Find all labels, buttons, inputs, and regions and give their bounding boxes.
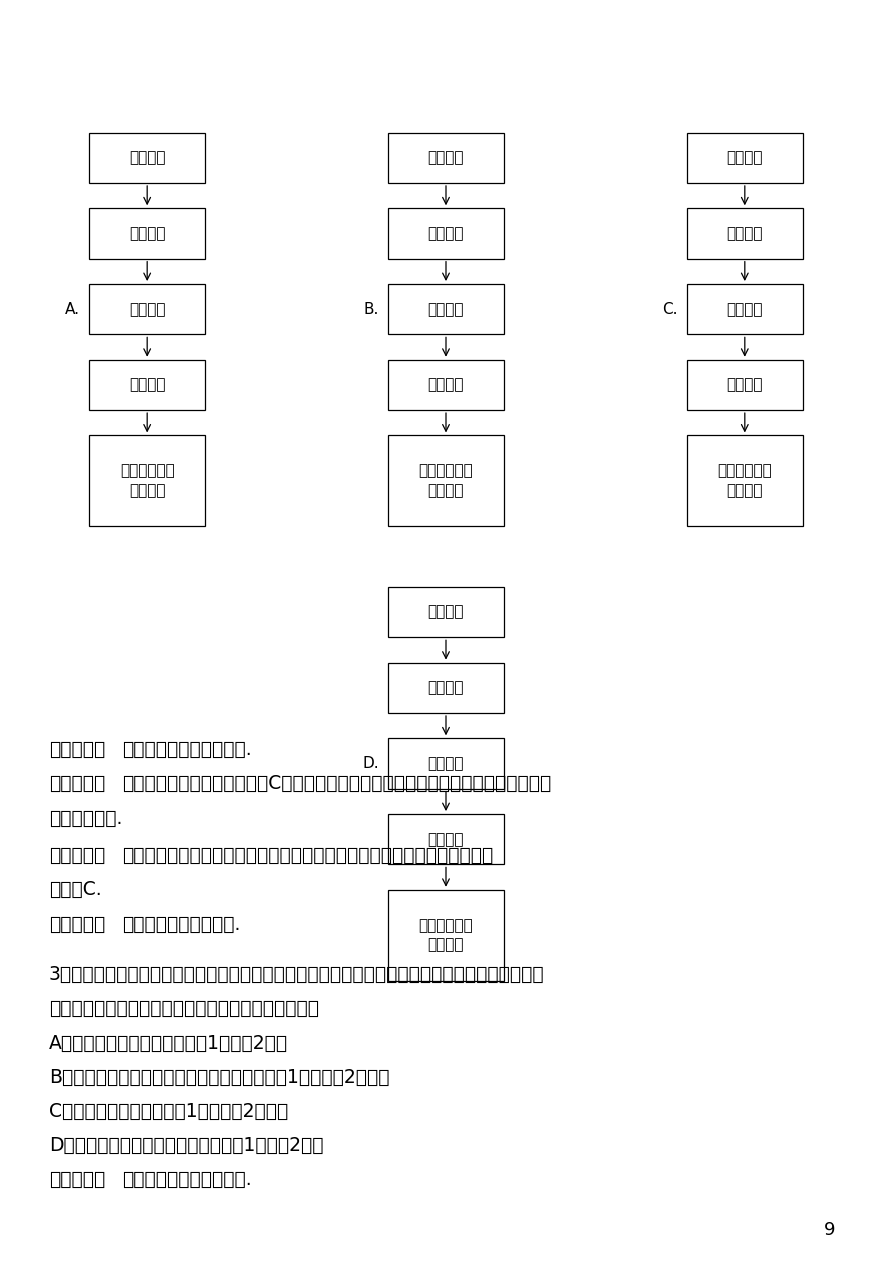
Text: 「解答」解: 「解答」解 [49,846,105,864]
Text: 据统计调查的步骤即可设计成C的方案．数据处理应该是属于整理数据，数据表示应该: 据统计调查的步骤即可设计成C的方案．数据处理应该是属于整理数据，数据表示应该 [121,774,551,793]
Text: 「考点」调: 「考点」调 [49,740,105,758]
Text: A.: A. [65,302,80,317]
Text: 数据收集: 数据收集 [428,756,464,771]
Bar [388,890,504,981]
Bar [388,738,504,789]
Text: 实际问题: 实际问题 [727,150,763,165]
Bar [388,284,504,334]
Text: 解决实际问题
作出决策: 解决实际问题 作出决策 [120,463,175,498]
Text: 数据表示: 数据表示 [727,377,763,392]
Text: 设计了下面几个问题，你认为哪个提问不合理（　　）: 设计了下面几个问题，你认为哪个提问不合理（ ） [49,1000,319,1018]
Text: 属于描述数据.: 属于描述数据. [49,809,122,828]
Text: 数据处理: 数据处理 [727,302,763,317]
Text: 数据表示: 数据表示 [428,832,464,847]
Bar [388,587,504,637]
Bar [687,284,803,334]
Text: 数据收集: 数据收集 [727,226,763,241]
Bar [388,663,504,713]
Text: 「点评」掌: 「点评」掌 [49,915,105,934]
Bar [388,360,504,410]
Bar [687,435,803,526]
Text: 故选：C.: 故选：C. [49,880,102,899]
Text: B．如果你明年购买电脑，打算买什么类型的（1）台式（2）手提: B．如果你明年购买电脑，打算买什么类型的（1）台式（2）手提 [49,1068,390,1087]
Bar [388,208,504,259]
Text: D.: D. [362,756,379,771]
Text: 数据处理: 数据处理 [428,377,464,392]
Text: 实际问题: 实际问题 [129,150,165,165]
Text: ：统计调查一般分为以下几步：收集数据、整理数据、描述数据、分析数据: ：统计调查一般分为以下几步：收集数据、整理数据、描述数据、分析数据 [121,846,493,864]
Text: 「分析」根: 「分析」根 [49,774,105,793]
Text: 查收集数据的过程与方法.: 查收集数据的过程与方法. [121,740,252,758]
Text: 「考点」调: 「考点」调 [49,1170,105,1189]
Text: 数据表示: 数据表示 [428,226,464,241]
Text: 解决实际问题
作出决策: 解决实际问题 作出决策 [418,463,474,498]
Bar [388,133,504,183]
Text: 查收集数据的过程与方法.: 查收集数据的过程与方法. [121,1170,252,1189]
Bar [89,360,205,410]
Bar [89,208,205,259]
Text: 数据收集: 数据收集 [129,226,165,241]
Text: C.: C. [663,302,678,317]
Text: 解决实际问题
作出决策: 解决实际问题 作出决策 [418,917,474,953]
Text: 9: 9 [824,1222,835,1239]
Text: 解决实际问题
作出决策: 解决实际问题 作出决策 [717,463,772,498]
Text: 握统计调查的一般步骤.: 握统计调查的一般步骤. [121,915,240,934]
Bar [89,435,205,526]
Text: D．你认为台式电脑是否应该被淘汰（1）是（2）否: D．你认为台式电脑是否应该被淘汰（1）是（2）否 [49,1136,324,1155]
Text: 实际问题: 实际问题 [428,150,464,165]
Text: 数据收集: 数据收集 [428,302,464,317]
Bar [89,284,205,334]
Bar [687,360,803,410]
Text: B.: B. [364,302,379,317]
Text: 数据处理: 数据处理 [428,680,464,695]
Bar [687,133,803,183]
Text: 数据表示: 数据表示 [129,302,165,317]
Bar [89,133,205,183]
Bar [388,435,504,526]
Text: A．你明年是否准备购买电脑（1）是（2）否: A．你明年是否准备购买电脑（1）是（2）否 [49,1034,288,1053]
Text: C．你喜欢哪一类型电脑（1）台式（2）手提: C．你喜欢哪一类型电脑（1）台式（2）手提 [49,1102,288,1121]
Text: 3．某电脑厂家为了安排台式电脑和手提电脑的生产比例，而进行一次市场调查，调查员在调查表中: 3．某电脑厂家为了安排台式电脑和手提电脑的生产比例，而进行一次市场调查，调查员在… [49,965,545,984]
Text: 数据处理: 数据处理 [129,377,165,392]
Text: 实际问题: 实际问题 [428,604,464,620]
Bar [687,208,803,259]
Bar [388,814,504,864]
